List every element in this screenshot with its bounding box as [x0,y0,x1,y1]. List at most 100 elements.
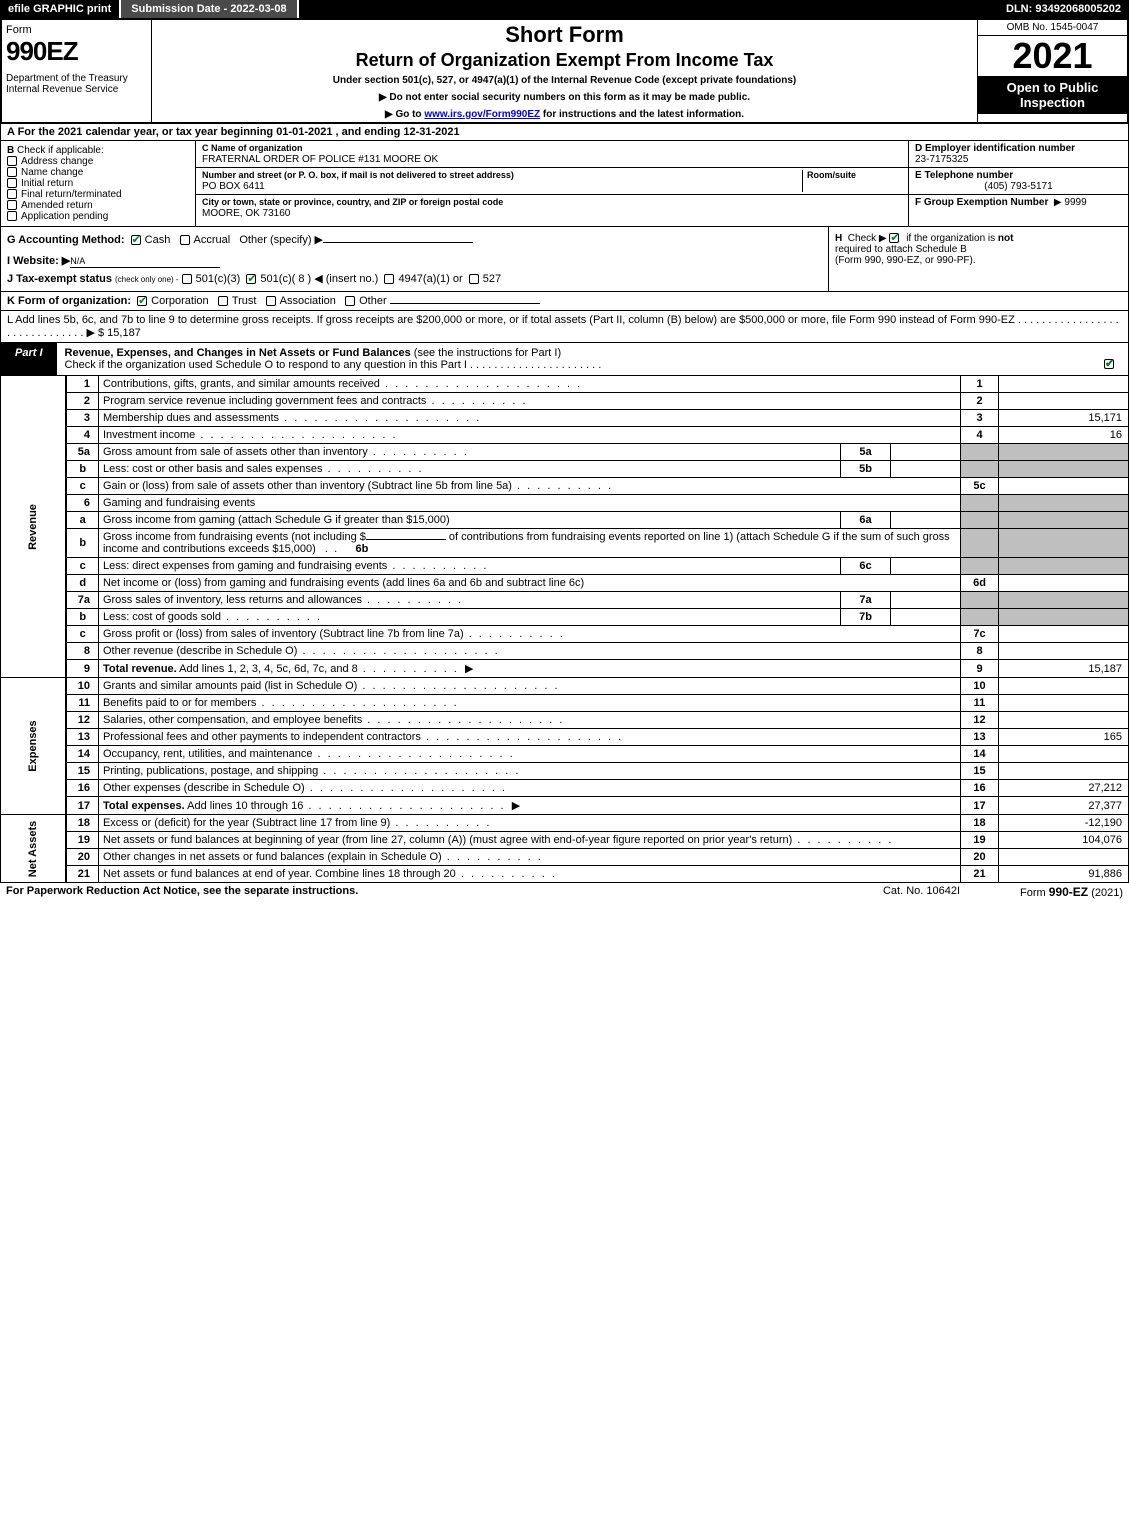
amt-14 [999,746,1129,763]
amt-12 [999,712,1129,729]
form-header: Form 990EZ Department of the Treasury In… [0,18,1129,124]
opt-other: Other (specify) ▶ [239,234,323,246]
amt-9: 15,187 [999,660,1129,678]
omb-number: OMB No. 1545-0047 [978,20,1127,36]
line-15: 15Printing, publications, postage, and s… [1,763,1129,780]
f-arrow-icon: ▶ [1054,197,1062,208]
chk-address-change[interactable] [7,156,17,166]
submission-date: Submission Date - 2022-03-08 [121,0,298,18]
line-20-text: Other changes in net assets or fund bala… [103,851,543,863]
chk-amended-return[interactable] [7,200,17,210]
chk-trust[interactable] [218,296,228,306]
line-7b: bLess: cost of goods sold 7b [1,609,1129,626]
line-11-text: Benefits paid to or for members [103,697,459,709]
amt-19: 104,076 [999,832,1129,849]
line-7a: 7aGross sales of inventory, less returns… [1,592,1129,609]
chk-501c3[interactable] [182,274,192,284]
line-6-text: Gaming and fundraising events [98,495,960,512]
amt-13: 165 [999,729,1129,746]
part1-tab: Part I [1,343,57,375]
chk-part1-schedule-o[interactable] [1104,359,1114,369]
line-14: 14Occupancy, rent, utilities, and mainte… [1,746,1129,763]
telephone: (405) 793-5171 [915,181,1122,192]
line-6d: dNet income or (loss) from gaming and fu… [1,575,1129,592]
opt-501c: 501(c)( 8 ) ◀ (insert no.) [260,273,378,285]
amt-2 [999,393,1129,410]
chk-application-pending[interactable] [7,211,17,221]
line-5b-text: Less: cost or other basis and sales expe… [103,463,424,475]
opt-cash: Cash [145,234,171,246]
chk-name-change[interactable] [7,167,17,177]
opt-initial-return: Initial return [21,178,73,189]
h-check-text: Check ▶ [848,233,887,244]
line-5a: 5aGross amount from sale of assets other… [1,444,1129,461]
opt-association: Association [280,295,336,307]
header-left: Form 990EZ Department of the Treasury In… [2,20,152,122]
h-block: H Check ▶ if the organization is not req… [828,227,1128,291]
opt-other-org: Other [359,295,387,307]
chk-cash[interactable] [131,235,141,245]
line-21: 21Net assets or fund balances at end of … [1,866,1129,883]
amt-18: -12,190 [999,815,1129,832]
efile-print[interactable]: efile GRAPHIC print [0,0,121,18]
part1-title-rest: (see the instructions for Part I) [414,347,561,359]
amt-15 [999,763,1129,780]
line-a: A For the 2021 calendar year, or tax yea… [0,124,1129,141]
amt-5c [999,478,1129,495]
side-expenses: Expenses [1,678,67,815]
chk-corporation[interactable] [137,296,147,306]
line-6a-text: Gross income from gaming (attach Schedul… [98,512,840,529]
chk-h[interactable] [889,233,899,243]
footer-form: Form 990-EZ (2021) [1020,885,1123,899]
title-sub: Under section 501(c), 527, or 4947(a)(1)… [162,75,967,86]
room-label: Room/suite [807,170,856,180]
part1-table: Revenue 1 Contributions, gifts, grants, … [0,376,1129,883]
street: PO BOX 6411 [202,181,265,192]
line-6b: b Gross income from fundraising events (… [1,529,1129,558]
line-3-text: Membership dues and assessments [103,412,481,424]
opt-527: 527 [483,273,501,285]
chk-4947[interactable] [384,274,394,284]
chk-other-org[interactable] [345,296,355,306]
chk-accrual[interactable] [180,235,190,245]
amt-6d [999,575,1129,592]
irs-link[interactable]: www.irs.gov/Form990EZ [424,109,540,120]
chk-final-return[interactable] [7,189,17,199]
bullet-ssn: ▶ Do not enter social security numbers o… [162,92,967,103]
part1-title-text: Revenue, Expenses, and Changes in Net As… [65,347,411,359]
amt-16: 27,212 [999,780,1129,797]
org-name: FRATERNAL ORDER OF POLICE #131 MOORE OK [202,154,438,165]
footer-notice: For Paperwork Reduction Act Notice, see … [6,885,358,899]
line-13: 13Professional fees and other payments t… [1,729,1129,746]
f-label: F Group Exemption Number [915,197,1048,208]
line-2: 2Program service revenue including gover… [1,393,1129,410]
line-8: 8Other revenue (describe in Schedule O) … [1,643,1129,660]
line-1: Revenue 1 Contributions, gifts, grants, … [1,376,1129,393]
line-19-text: Net assets or fund balances at beginning… [103,834,893,846]
amt-10 [999,678,1129,695]
inspection-box: Open to Public Inspection [978,76,1127,114]
opt-501c3: 501(c)(3) [196,273,241,285]
opt-corporation: Corporation [151,295,208,307]
amt-20 [999,849,1129,866]
line-17-bold: Total expenses. [103,800,185,812]
header-mid: Short Form Return of Organization Exempt… [152,20,977,122]
other-org-line [390,303,540,304]
chk-501c[interactable] [246,274,256,284]
line-7c: cGross profit or (loss) from sales of in… [1,626,1129,643]
other-specify-line [323,242,473,243]
chk-initial-return[interactable] [7,178,17,188]
line-6c: cLess: direct expenses from gaming and f… [1,558,1129,575]
row-k: K Form of organization: Corporation Trus… [0,292,1129,311]
k-label: K Form of organization: [7,295,131,307]
amt-7c [999,626,1129,643]
amt-21: 91,886 [999,866,1129,883]
line-6a: aGross income from gaming (attach Schedu… [1,512,1129,529]
chk-association[interactable] [266,296,276,306]
line-10-text: Grants and similar amounts paid (list in… [103,680,560,692]
line-6c-text: Less: direct expenses from gaming and fu… [103,560,488,572]
line-2-text: Program service revenue including govern… [103,395,528,407]
row-gh: G Accounting Method: Cash Accrual Other … [0,227,1129,292]
chk-527[interactable] [469,274,479,284]
tax-year: 2021 [978,36,1127,76]
